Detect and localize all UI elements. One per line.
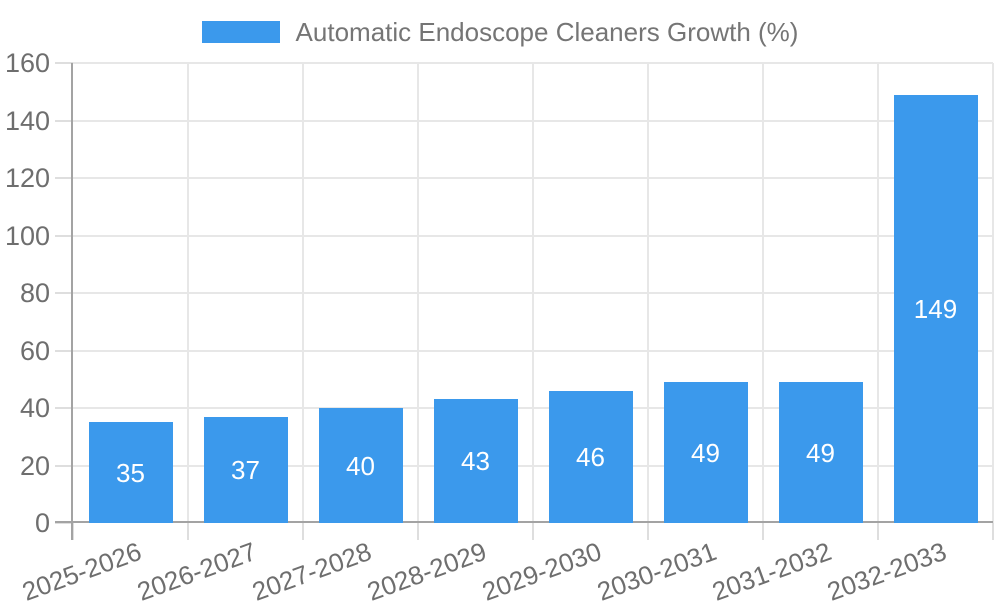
y-axis-tick-mark [55,62,73,64]
y-axis-tick-label: 160 [4,48,50,78]
y-axis-tick-mark [55,292,73,294]
x-axis-line [55,521,993,523]
bar[interactable] [778,382,863,523]
y-axis-tick-mark [55,349,73,352]
x-axis-tick-mark [532,523,534,540]
y-axis-tick-mark [55,177,73,179]
y-axis-tick-label: 60 [19,335,50,366]
legend-swatch-icon [201,21,280,43]
x-axis-tick-mark [302,523,304,540]
y-axis-tick-label: 120 [4,163,50,193]
bar-value-label: 149 [913,293,958,324]
x-axis-tick-label: 2027-2028 [248,536,376,607]
x-axis-tick-mark [877,523,879,540]
bar[interactable] [548,390,633,523]
bar-value-label: 35 [116,457,145,488]
y-axis-tick-mark [55,407,73,409]
x-axis-tick-mark [992,523,994,540]
bar[interactable] [893,94,978,523]
bar[interactable] [203,416,288,523]
x-axis-tick-mark [417,523,419,540]
y-axis-tick-mark [55,234,73,237]
y-axis-tick-label: 100 [4,220,50,251]
y-axis-tick-mark [55,522,73,524]
x-axis-tick-mark [647,523,649,540]
x-axis-tick-label: 2032-2033 [823,536,951,607]
x-axis-tick-label: 2030-2031 [593,536,721,607]
bar[interactable] [433,399,518,523]
y-axis-tick-label: 140 [4,105,50,136]
bar-value-label: 37 [231,454,260,485]
legend-item[interactable]: Automatic Endoscope Cleaners Growth (%) [201,17,799,47]
gridline-vertical [532,63,534,523]
x-axis-tick-mark [187,523,189,540]
gridline-vertical [762,63,764,523]
gridline-vertical [992,63,994,523]
x-axis-tick-mark [762,523,764,540]
gridline-vertical [302,63,304,523]
x-axis-tick-label: 2026-2027 [133,536,261,607]
y-axis-tick-label: 80 [19,278,50,308]
bar-value-label: 49 [691,437,720,468]
gridline-vertical [187,63,189,523]
bar[interactable] [663,382,748,523]
x-axis-tick-label: 2025-2026 [18,536,146,607]
y-axis-tick-label: 0 [34,508,50,538]
x-axis-tick-label: 2028-2029 [363,536,491,607]
y-axis-tick-label: 20 [19,450,50,481]
bar-value-label: 43 [461,446,490,477]
legend-label: Automatic Endoscope Cleaners Growth (%) [295,17,799,47]
legend: Automatic Endoscope Cleaners Growth (%) [0,17,1000,47]
x-axis-tick-label: 2029-2030 [478,536,606,607]
gridline-vertical [417,63,419,523]
y-axis-tick-label: 40 [19,393,50,423]
x-axis-tick-label: 2031-2032 [708,536,836,607]
y-axis-tick-mark [55,119,73,122]
gridline-vertical [877,63,879,523]
bar-value-label: 49 [806,437,835,468]
bar-value-label: 40 [346,450,375,481]
bar[interactable] [318,408,403,523]
x-axis-tick-mark [72,523,74,540]
gridline-vertical [647,63,649,523]
y-axis-line [71,63,73,540]
bar[interactable] [88,422,173,523]
y-axis-tick-mark [55,464,73,467]
bar-value-label: 46 [576,441,605,472]
